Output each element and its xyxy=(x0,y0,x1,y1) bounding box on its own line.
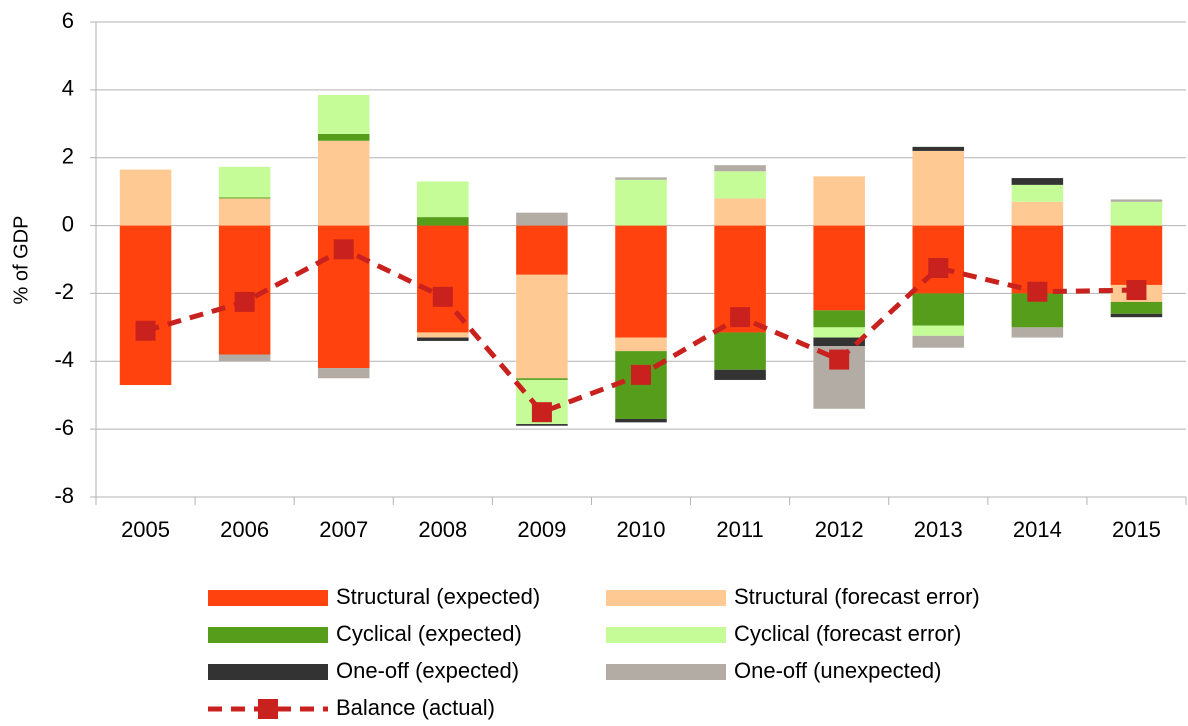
bar-segment xyxy=(119,225,172,386)
legend-swatch xyxy=(606,627,726,643)
bar-segment xyxy=(417,217,469,226)
balance-marker xyxy=(730,307,751,328)
y-tick-label: -2 xyxy=(54,279,74,304)
balance-marker xyxy=(333,239,354,260)
bar-segment xyxy=(1110,225,1163,285)
bar-segment xyxy=(218,354,271,362)
bar-segment xyxy=(218,166,271,198)
balance-marker xyxy=(531,402,552,423)
balance-marker xyxy=(234,291,255,312)
bar-segment xyxy=(813,176,865,226)
bar-segment xyxy=(813,327,865,338)
x-tick-label: 2011 xyxy=(716,517,763,542)
bar-segment xyxy=(516,212,568,226)
bar-segment xyxy=(912,293,965,326)
x-tick-label: 2013 xyxy=(914,517,963,542)
legend-label: Cyclical (forecast error) xyxy=(734,621,961,646)
bar-segment xyxy=(615,351,667,419)
bar-segment xyxy=(218,197,271,199)
legend-label: Cyclical (expected) xyxy=(336,621,522,646)
bar-segment xyxy=(1110,301,1163,314)
bar-segment xyxy=(1110,199,1163,202)
bar-segment xyxy=(317,368,370,379)
x-tick-label: 2008 xyxy=(418,517,467,542)
balance-marker xyxy=(928,257,949,278)
bar-segment xyxy=(813,225,865,311)
bar-segment xyxy=(317,94,370,134)
bar-segment xyxy=(119,169,172,226)
bar-segment xyxy=(417,332,469,338)
legend-label: One-off (expected) xyxy=(336,658,519,683)
bar-segment xyxy=(417,181,469,218)
bar-segment xyxy=(813,310,865,328)
bar-segment xyxy=(615,418,667,423)
bar-segment xyxy=(1110,201,1163,226)
bar-segment xyxy=(912,325,965,336)
x-tick-label: 2006 xyxy=(220,517,269,542)
x-tick-label: 2014 xyxy=(1013,517,1062,542)
bar-segment xyxy=(1011,327,1064,338)
balance-marker xyxy=(432,286,453,307)
bar-segment xyxy=(714,332,766,370)
bar-segment xyxy=(516,225,568,275)
bar-segment xyxy=(1011,184,1064,202)
bar-segment xyxy=(615,177,667,180)
y-tick-label: -8 xyxy=(54,483,74,508)
bar-segment xyxy=(615,337,667,352)
legend-swatch xyxy=(208,590,328,606)
y-tick-label: -4 xyxy=(54,347,74,372)
balance-marker xyxy=(135,320,156,341)
bar-segment xyxy=(615,225,667,338)
balance-marker xyxy=(829,349,850,370)
y-axis-label: % of GDP xyxy=(10,216,32,305)
y-tick-label: 2 xyxy=(62,144,74,169)
bar-segment xyxy=(1011,178,1064,185)
x-tick-label: 2007 xyxy=(319,517,368,542)
balance-marker xyxy=(631,364,651,385)
balance-marker xyxy=(1027,281,1048,302)
bar-segment xyxy=(317,133,370,141)
y-tick-label: 0 xyxy=(62,211,74,236)
legend-swatch xyxy=(606,664,726,680)
legend-label: One-off (unexpected) xyxy=(734,658,942,683)
legend-swatch xyxy=(258,699,278,719)
y-tick-label: 4 xyxy=(62,76,74,101)
bar-segment xyxy=(516,424,568,426)
bar-segment xyxy=(218,198,271,226)
x-tick-label: 2010 xyxy=(617,517,666,542)
bar-segment xyxy=(714,198,766,226)
bar-segment xyxy=(714,171,766,199)
legend-label: Balance (actual) xyxy=(336,695,495,720)
x-tick-label: 2009 xyxy=(517,517,566,542)
bar-segment xyxy=(516,378,568,380)
bar-segment xyxy=(1011,201,1064,226)
legend-swatch xyxy=(208,664,328,680)
bar-segment xyxy=(714,165,766,172)
bar-segment xyxy=(813,337,865,347)
bar-segment xyxy=(317,140,370,226)
x-tick-label: 2015 xyxy=(1112,517,1161,542)
bar-segment xyxy=(1110,313,1163,318)
bar-segment xyxy=(714,369,766,380)
bar-segment xyxy=(615,179,667,226)
legend-label: Structural (forecast error) xyxy=(734,584,980,609)
bar-segment xyxy=(912,146,965,151)
bar-segment xyxy=(912,335,965,348)
legend-swatch xyxy=(606,590,726,606)
x-tick-label: 2012 xyxy=(815,517,864,542)
legend-swatch xyxy=(208,627,328,643)
legend-label: Structural (expected) xyxy=(336,584,540,609)
bar-segment xyxy=(912,150,965,226)
balance-marker xyxy=(1126,280,1147,301)
y-tick-label: 6 xyxy=(62,8,74,33)
x-tick-label: 2005 xyxy=(121,517,170,542)
bar-segment xyxy=(417,337,469,341)
y-tick-label: -6 xyxy=(54,415,74,440)
bar-segment xyxy=(516,274,568,379)
